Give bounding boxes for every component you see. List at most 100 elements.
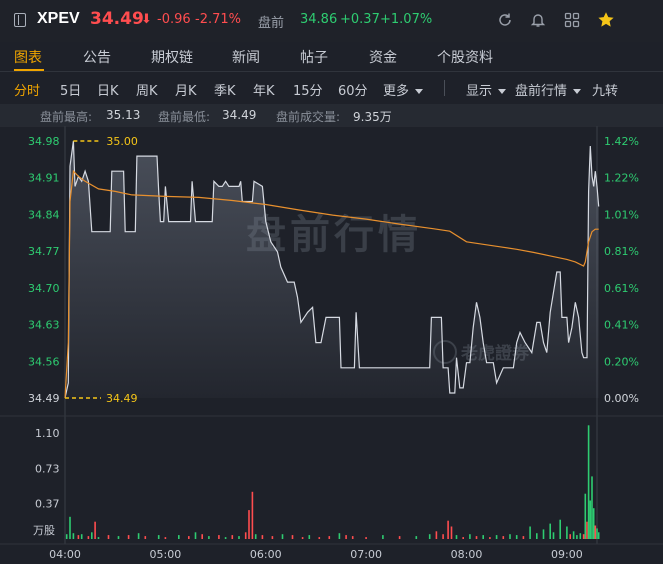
volume-bar bbox=[338, 533, 341, 539]
price-axis-label: 34.63 bbox=[28, 319, 60, 332]
volume-bar bbox=[415, 536, 418, 539]
tab-chart[interactable]: 图表 bbox=[14, 50, 42, 66]
pct-axis-label: 0.81% bbox=[604, 245, 639, 258]
volume-bar bbox=[572, 531, 575, 539]
stat-high-value: 35.13 bbox=[106, 108, 141, 122]
volume-bar bbox=[97, 537, 100, 539]
volume-bar bbox=[536, 533, 538, 539]
volume-bar bbox=[509, 534, 511, 539]
volume-bar bbox=[591, 476, 593, 539]
volume-bar bbox=[224, 537, 227, 539]
volume-bar bbox=[117, 536, 120, 539]
tab-option-chain[interactable]: 期权链 bbox=[151, 50, 193, 66]
price-area-fill bbox=[65, 141, 599, 398]
volume-bar bbox=[455, 535, 458, 539]
volume-axis-label: 0.73 bbox=[35, 463, 60, 476]
premarket-intraday-chart[interactable]: 盘前行情老虎證券34.9834.9134.8434.7734.7034.6334… bbox=[0, 126, 663, 564]
period-5d[interactable]: 5日 bbox=[60, 84, 82, 99]
tab-posts[interactable]: 帖子 bbox=[300, 50, 328, 66]
premarket-dropdown-label: 盘前行情 bbox=[515, 84, 568, 99]
volume-bar bbox=[244, 532, 247, 539]
volume-bar bbox=[398, 536, 401, 539]
volume-bar bbox=[589, 500, 592, 539]
volume-bar bbox=[495, 535, 498, 539]
volume-bar bbox=[365, 537, 367, 539]
bell-icon[interactable] bbox=[528, 10, 548, 30]
volume-bar bbox=[586, 521, 588, 539]
main-tabs: 图表 公告 期权链 新闻 帖子 资金 个股资料 bbox=[0, 42, 663, 72]
volume-bar bbox=[592, 508, 595, 539]
volume-bar bbox=[428, 534, 431, 539]
period-month-k[interactable]: 月K bbox=[175, 84, 197, 99]
last-price: 34.49 bbox=[90, 9, 144, 29]
tab-profile[interactable]: 个股资料 bbox=[437, 50, 493, 66]
stat-volume-value: 9.35万 bbox=[353, 110, 392, 124]
period-intraday[interactable]: 分时 bbox=[14, 84, 41, 99]
period-day-k[interactable]: 日K bbox=[97, 84, 119, 99]
volume-bar bbox=[127, 535, 130, 539]
price-axis-label: 34.98 bbox=[28, 135, 60, 148]
volume-bar bbox=[576, 535, 578, 539]
price-axis-label: 34.49 bbox=[28, 392, 60, 405]
tab-announcements[interactable]: 公告 bbox=[83, 50, 111, 66]
star-icon[interactable] bbox=[596, 10, 616, 30]
volume-bar bbox=[582, 534, 585, 539]
pct-axis-label: 0.20% bbox=[604, 355, 639, 368]
grid-icon[interactable] bbox=[562, 10, 582, 30]
price-axis-label: 34.77 bbox=[28, 245, 60, 258]
volume-bar bbox=[72, 533, 75, 539]
price-line bbox=[64, 140, 600, 399]
toolbar-divider bbox=[444, 80, 445, 96]
volume-bar bbox=[475, 536, 478, 539]
time-axis-label: 06:00 bbox=[250, 548, 282, 561]
time-axis-label: 07:00 bbox=[350, 548, 382, 561]
panel-icon[interactable] bbox=[14, 13, 26, 27]
volume-bar bbox=[442, 534, 444, 539]
period-week-k[interactable]: 周K bbox=[136, 84, 158, 99]
nine-turn-toggle[interactable]: 九转 bbox=[592, 84, 619, 99]
volume-bar bbox=[248, 510, 250, 539]
price-change: -0.96 bbox=[157, 12, 191, 27]
volume-bar bbox=[178, 535, 180, 539]
premarket-dropdown[interactable]: 盘前行情 bbox=[515, 80, 582, 99]
premarket-stats: 盘前最高: 35.13 盘前最低: 34.49 盘前成交量: 9.35万 bbox=[0, 104, 663, 126]
volume-bar bbox=[107, 535, 110, 539]
tab-news[interactable]: 新闻 bbox=[232, 50, 260, 66]
pct-axis-label: 0.61% bbox=[604, 282, 639, 295]
premarket-price: 34.86 bbox=[300, 12, 338, 27]
period-year-k[interactable]: 年K bbox=[253, 84, 275, 99]
volume-bar bbox=[515, 535, 518, 539]
low-marker-label: 34.49 bbox=[106, 392, 138, 405]
volume-bar bbox=[238, 536, 240, 539]
volume-bar bbox=[594, 525, 597, 539]
volume-bar bbox=[328, 536, 331, 539]
display-dropdown[interactable]: 显示 bbox=[466, 80, 507, 99]
chevron-down-icon bbox=[573, 89, 582, 94]
pct-axis-label: 1.01% bbox=[604, 208, 639, 221]
ticker-symbol: XPEV bbox=[37, 10, 80, 27]
volume-bar bbox=[345, 535, 347, 539]
period-60min[interactable]: 60分 bbox=[338, 84, 368, 99]
volume-bar bbox=[308, 535, 311, 539]
volume-bar bbox=[94, 521, 96, 539]
period-selector: 分时 5日 日K 周K 月K 季K 年K 15分 60分 更多 显示 盘前行情 … bbox=[0, 74, 663, 102]
period-15min[interactable]: 15分 bbox=[293, 84, 323, 99]
price-axis-label: 34.56 bbox=[28, 355, 60, 368]
volume-bar bbox=[188, 536, 190, 539]
volume-bar bbox=[208, 536, 210, 539]
refresh-icon[interactable] bbox=[495, 10, 515, 30]
volume-bar bbox=[522, 536, 525, 539]
volume-bar bbox=[301, 537, 304, 539]
volume-bar bbox=[447, 520, 449, 539]
price-axis-label: 34.70 bbox=[28, 282, 60, 295]
volume-bar bbox=[201, 534, 203, 539]
volume-bar bbox=[584, 493, 587, 539]
tab-capital[interactable]: 资金 bbox=[369, 50, 397, 66]
period-more-dropdown[interactable]: 更多 bbox=[383, 80, 424, 99]
volume-bar bbox=[469, 534, 471, 539]
period-quarter-k[interactable]: 季K bbox=[214, 84, 236, 99]
volume-bar bbox=[157, 535, 160, 539]
volume-bar bbox=[77, 535, 80, 539]
stat-high-label: 盘前最高: bbox=[40, 110, 93, 124]
pct-axis-label: 0.00% bbox=[604, 392, 639, 405]
